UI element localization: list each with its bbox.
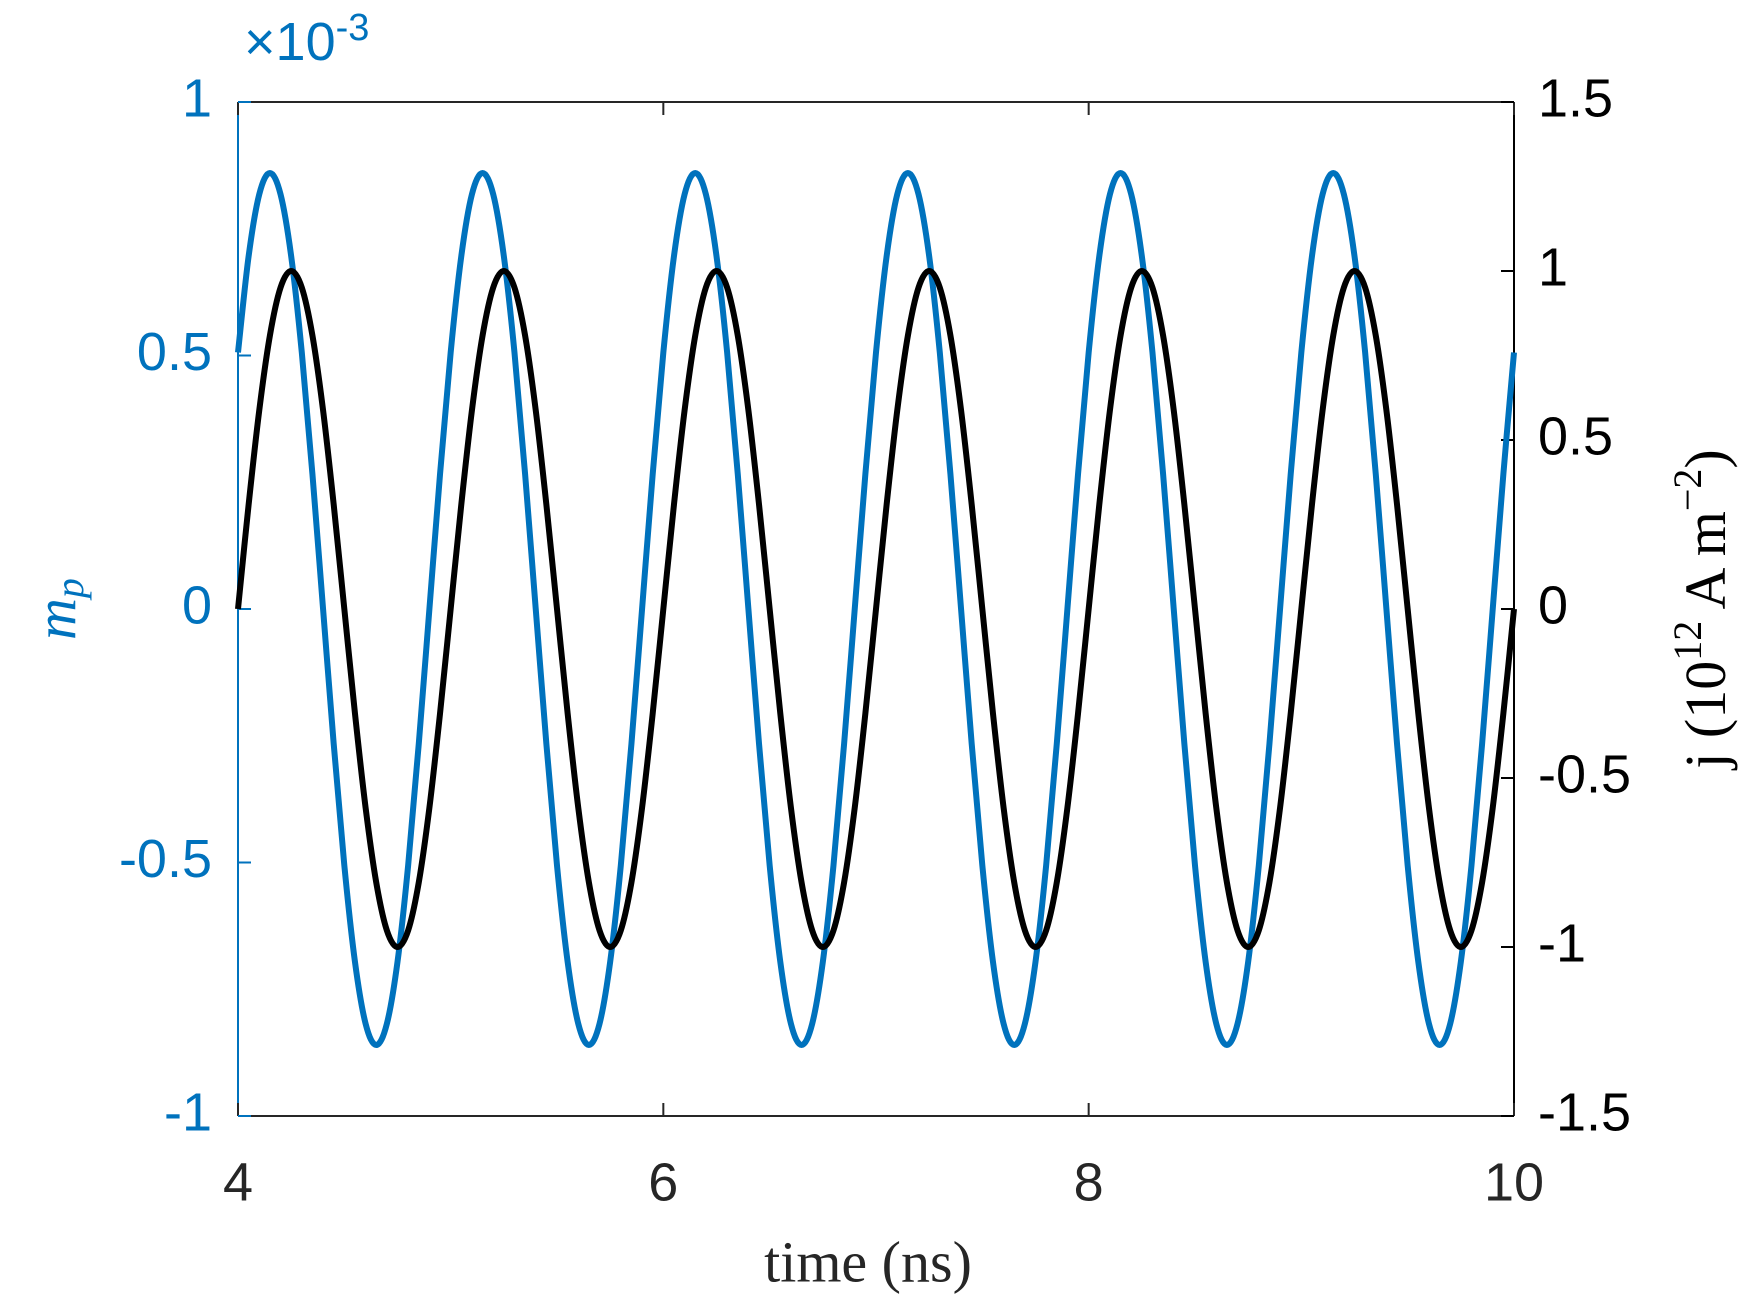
y2-axis-label: j (1012 A m−2) <box>1665 449 1738 770</box>
y2-tick-label: 0 <box>1538 575 1568 635</box>
label-text: A m <box>1673 511 1738 621</box>
exponent-power: -3 <box>336 7 370 49</box>
x-tick-label: 6 <box>648 1152 678 1212</box>
y-tick-label: 0.5 <box>137 322 212 382</box>
y-tick-label: 0 <box>182 575 212 635</box>
series-line <box>235 268 1517 950</box>
label-sup: 12 <box>1665 621 1710 661</box>
exponent-base: ×10 <box>244 12 336 72</box>
series-line <box>235 169 1517 1049</box>
y2-tick-label: 1.5 <box>1538 68 1613 128</box>
x-axis-label: time (ns) <box>764 1229 972 1294</box>
y2-tick-label: -0.5 <box>1538 744 1631 804</box>
label-text: j (10 <box>1673 661 1738 771</box>
label-text: ) <box>1673 449 1738 468</box>
label-sub: p <box>47 578 92 601</box>
x-tick-label: 4 <box>223 1152 253 1212</box>
y-exponent: ×10-3 <box>244 7 369 72</box>
y2-tick-label: 1 <box>1538 237 1568 297</box>
y2-tick-label: -1.5 <box>1538 1082 1631 1142</box>
y2-tick-label: -1 <box>1538 913 1586 973</box>
y-axis-label: mp <box>23 578 92 640</box>
x-tick-label: 10 <box>1484 1152 1544 1212</box>
y-tick-label: -0.5 <box>119 829 212 889</box>
label-sup: −2 <box>1665 469 1710 512</box>
label-base: m <box>23 598 88 640</box>
y2-tick-label: 0.5 <box>1538 406 1613 466</box>
x-tick-label: 8 <box>1074 1152 1104 1212</box>
y-tick-label: -1 <box>164 1082 212 1142</box>
y-tick-label: 1 <box>182 68 212 128</box>
